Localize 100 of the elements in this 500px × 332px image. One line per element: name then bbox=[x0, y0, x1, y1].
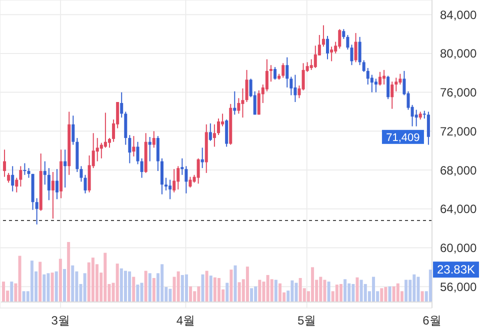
candlestick bbox=[322, 24, 325, 48]
bar bbox=[270, 279, 274, 302]
candlestick bbox=[237, 98, 240, 114]
candlestick bbox=[164, 177, 168, 191]
bar bbox=[132, 276, 136, 302]
bar bbox=[356, 277, 359, 302]
y-tick-label: 80,000 bbox=[440, 46, 478, 61]
bar bbox=[67, 242, 70, 302]
candlestick bbox=[128, 134, 132, 164]
candlestick bbox=[96, 137, 99, 162]
bar bbox=[274, 280, 278, 302]
candlestick bbox=[136, 141, 140, 165]
candlestick bbox=[370, 74, 374, 93]
candlestick bbox=[23, 162, 26, 176]
candlestick bbox=[366, 68, 370, 86]
bar bbox=[380, 288, 384, 302]
candlestick bbox=[172, 168, 176, 193]
bar bbox=[388, 286, 392, 302]
candlestick bbox=[168, 179, 172, 200]
bar bbox=[160, 264, 164, 302]
candlestick bbox=[390, 81, 394, 110]
candlestick bbox=[414, 109, 418, 127]
candlestick bbox=[64, 149, 67, 188]
candlestick bbox=[245, 69, 248, 103]
candlestick bbox=[265, 58, 268, 92]
bar bbox=[352, 284, 355, 302]
bar bbox=[319, 276, 322, 302]
bar bbox=[184, 274, 188, 302]
bar bbox=[226, 282, 229, 302]
bar bbox=[384, 287, 388, 302]
bar bbox=[246, 266, 249, 302]
candlestick bbox=[374, 78, 378, 93]
candlestick bbox=[15, 177, 18, 193]
bar bbox=[364, 284, 367, 302]
bar bbox=[18, 256, 22, 302]
candlestick bbox=[51, 171, 54, 220]
candlestick bbox=[212, 124, 216, 148]
bar bbox=[197, 286, 200, 302]
candlestick bbox=[180, 158, 184, 176]
candlestick bbox=[208, 122, 212, 142]
bar bbox=[311, 267, 314, 302]
bar bbox=[2, 282, 5, 302]
candlestick bbox=[394, 77, 398, 92]
bar bbox=[91, 258, 94, 302]
candlestick bbox=[282, 62, 285, 78]
y-tick-label: 64,000 bbox=[440, 202, 478, 216]
bar bbox=[360, 280, 363, 302]
bar bbox=[136, 284, 140, 302]
bar bbox=[339, 284, 342, 302]
candlestick bbox=[269, 64, 272, 82]
candlestick bbox=[196, 158, 200, 184]
bar bbox=[392, 286, 396, 302]
candlestick bbox=[140, 158, 144, 178]
bar bbox=[116, 264, 119, 302]
bar bbox=[38, 262, 42, 302]
candlestick bbox=[108, 137, 111, 148]
candlestick bbox=[354, 32, 358, 63]
bar bbox=[294, 282, 298, 302]
candlestick bbox=[152, 130, 156, 148]
bar bbox=[58, 258, 62, 302]
bar bbox=[128, 271, 132, 302]
y-tick-label: 76,000 bbox=[440, 86, 478, 100]
candlestick bbox=[290, 76, 293, 96]
candlestick bbox=[217, 118, 220, 136]
bar bbox=[428, 270, 432, 302]
candlestick bbox=[156, 136, 160, 172]
bar bbox=[372, 276, 376, 302]
bar bbox=[254, 286, 258, 302]
candlestick bbox=[184, 166, 188, 194]
candlestick bbox=[43, 160, 46, 186]
y-tick-label: 68,000 bbox=[440, 163, 478, 178]
bar bbox=[46, 273, 50, 302]
bar bbox=[189, 286, 192, 302]
bar bbox=[144, 270, 148, 302]
candlestick bbox=[326, 35, 330, 60]
candlestick bbox=[80, 166, 83, 182]
candlestick bbox=[84, 174, 87, 194]
bar bbox=[290, 280, 294, 302]
candlestick bbox=[350, 44, 354, 66]
bar bbox=[327, 282, 330, 302]
candlestick bbox=[148, 136, 152, 162]
candlestick bbox=[225, 119, 228, 148]
bar bbox=[120, 268, 123, 302]
bar bbox=[71, 265, 74, 302]
bar bbox=[344, 279, 347, 302]
bar bbox=[416, 276, 420, 302]
candlestick bbox=[132, 136, 136, 157]
annotation: 71,409 bbox=[386, 132, 420, 144]
candlestick bbox=[314, 45, 317, 69]
bar bbox=[258, 280, 262, 302]
y-tick-label: 84,000 bbox=[440, 8, 478, 22]
candlestick bbox=[27, 168, 30, 178]
candlestick bbox=[160, 158, 164, 195]
candlestick bbox=[310, 58, 313, 70]
bar bbox=[323, 280, 326, 302]
bar bbox=[213, 277, 216, 302]
candlestick bbox=[378, 71, 382, 86]
bar bbox=[234, 265, 237, 302]
candlestick bbox=[346, 34, 350, 50]
bar bbox=[148, 273, 152, 302]
